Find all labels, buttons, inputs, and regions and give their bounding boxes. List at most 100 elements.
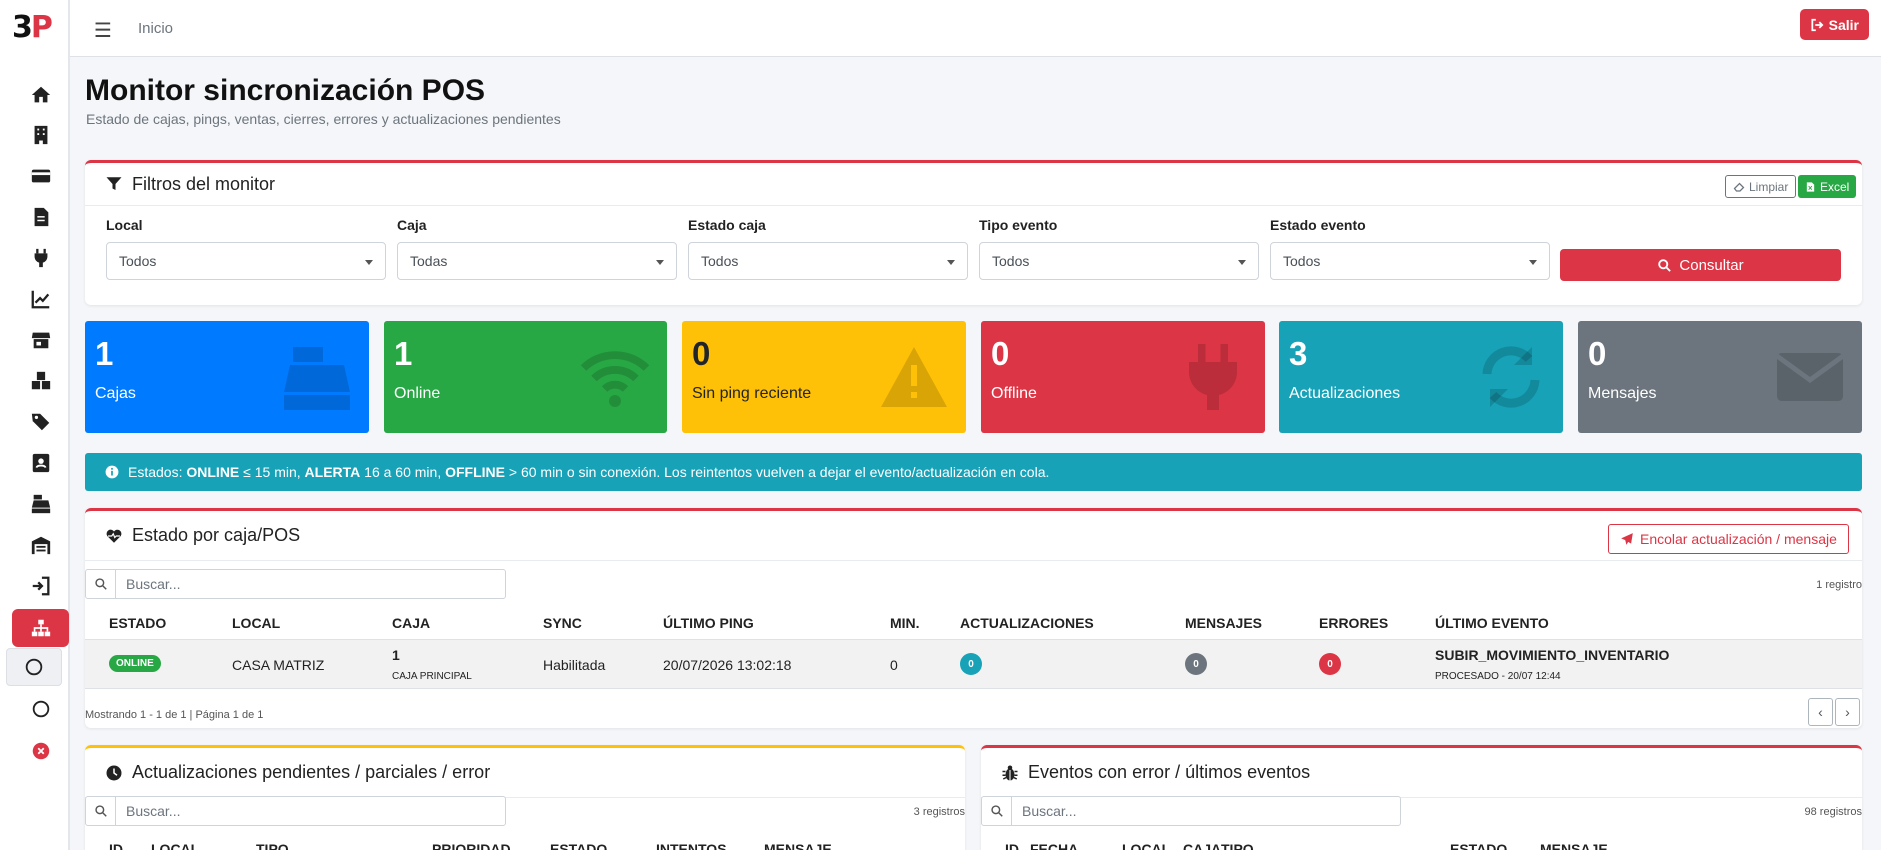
status-search-input[interactable]: Buscar... bbox=[85, 569, 506, 599]
consultar-button[interactable]: Consultar bbox=[1560, 249, 1841, 281]
column-header[interactable]: LOCAL bbox=[151, 841, 200, 850]
column-header[interactable]: ID bbox=[109, 841, 123, 850]
column-header[interactable]: CAJA bbox=[1183, 841, 1222, 850]
column-header[interactable]: PRIORIDAD bbox=[432, 841, 511, 850]
store-icon[interactable] bbox=[26, 325, 56, 355]
enqueue-button[interactable]: Encolar actualización / mensaje bbox=[1608, 524, 1849, 554]
cell-last-event-detail: PROCESADO - 20/07 12:44 bbox=[1435, 671, 1561, 682]
credit-card-icon[interactable] bbox=[26, 161, 56, 191]
search-icon bbox=[1658, 258, 1672, 272]
column-header[interactable]: MENSAJES bbox=[1185, 615, 1263, 631]
stat-value: 1 bbox=[394, 335, 413, 372]
stat-label: Cajas bbox=[95, 385, 136, 402]
filter-estado-caja-label: Estado caja bbox=[688, 217, 766, 233]
pagination-info: Mostrando 1 - 1 de 1 | Página 1 de 1 bbox=[85, 709, 264, 721]
line-chart-icon[interactable] bbox=[26, 284, 56, 314]
column-header[interactable]: TIPO bbox=[256, 841, 289, 850]
chevron-down-icon bbox=[656, 260, 664, 265]
wifi-icon bbox=[580, 351, 650, 407]
events-search-input[interactable]: Buscar... bbox=[981, 796, 1401, 826]
circle-outline-icon[interactable] bbox=[26, 694, 56, 724]
column-header[interactable]: INTENTOS bbox=[656, 841, 727, 850]
sign-in-icon[interactable] bbox=[26, 571, 56, 601]
column-header[interactable]: TIPO bbox=[1221, 841, 1254, 850]
prev-page-button[interactable]: ‹ bbox=[1808, 698, 1833, 726]
filter-local-label: Local bbox=[106, 217, 143, 233]
tipo-evento-select[interactable]: Todos bbox=[979, 242, 1259, 280]
bug-icon bbox=[1002, 765, 1018, 780]
column-header[interactable]: CAJA bbox=[392, 615, 431, 631]
excel-file-icon bbox=[1806, 181, 1815, 192]
caja-select[interactable]: Todas bbox=[397, 242, 677, 280]
document-icon[interactable] bbox=[26, 202, 56, 232]
chevron-down-icon bbox=[947, 260, 955, 265]
breadcrumb[interactable]: Inicio bbox=[138, 20, 174, 37]
next-page-button[interactable]: › bbox=[1835, 698, 1860, 726]
events-record-count: 98 registros bbox=[1804, 806, 1862, 818]
events-panel: Eventos con error / últimos eventos Busc… bbox=[981, 745, 1862, 850]
table-row[interactable]: ONLINE CASA MATRIZ 1 CAJA PRINCIPAL Habi… bbox=[85, 639, 1862, 689]
filter-icon bbox=[106, 177, 122, 190]
column-header[interactable]: ESTADO bbox=[550, 841, 608, 850]
column-header[interactable]: LOCAL bbox=[232, 615, 281, 631]
updates-panel: Actualizaciones pendientes / parciales /… bbox=[85, 745, 965, 850]
estado-evento-select[interactable]: Todos bbox=[1270, 242, 1550, 280]
stat-value: 1 bbox=[95, 335, 114, 372]
plug-icon[interactable] bbox=[26, 243, 56, 273]
column-header[interactable]: ESTADO bbox=[1450, 841, 1508, 850]
stat-online: 1 Online bbox=[384, 321, 667, 433]
home-icon[interactable] bbox=[26, 80, 56, 110]
column-header[interactable]: MIN. bbox=[890, 615, 920, 631]
status-record-count: 1 registro bbox=[1816, 579, 1862, 591]
column-header[interactable]: MENSAJE bbox=[764, 841, 832, 850]
status-legend-text: Estados: ONLINE ≤ 15 min, ALERTA 16 a 60… bbox=[128, 464, 1050, 480]
building-icon[interactable] bbox=[26, 120, 56, 150]
column-header[interactable]: ÚLTIMO PING bbox=[663, 615, 754, 631]
clear-button[interactable]: Limpiar bbox=[1725, 175, 1797, 198]
stat-label: Sin ping reciente bbox=[692, 385, 812, 402]
chevron-down-icon bbox=[1238, 260, 1246, 265]
cell-sync: Habilitada bbox=[543, 657, 606, 673]
column-header[interactable]: FECHA bbox=[1030, 841, 1079, 850]
app-logo[interactable]: 3P bbox=[12, 10, 53, 45]
warehouse-icon[interactable] bbox=[26, 530, 56, 560]
filters-header: Filtros del monitor bbox=[85, 163, 1862, 206]
updates-search-input[interactable]: Buscar... bbox=[85, 796, 506, 826]
events-panel-header: Eventos con error / últimos eventos bbox=[981, 748, 1862, 798]
local-select[interactable]: Todos bbox=[106, 242, 386, 280]
warning-icon bbox=[881, 347, 947, 407]
contact-card-icon[interactable] bbox=[26, 448, 56, 478]
logout-button[interactable]: Salir bbox=[1799, 9, 1869, 40]
filters-card: Filtros del monitor Limpiar Excel bbox=[85, 160, 1862, 305]
stat-offline: 0 Offline bbox=[981, 321, 1265, 433]
column-header[interactable]: SYNC bbox=[543, 615, 582, 631]
chevron-down-icon bbox=[365, 260, 373, 265]
circle-icon[interactable] bbox=[6, 648, 62, 686]
column-header[interactable]: ERRORES bbox=[1319, 615, 1389, 631]
tags-icon[interactable] bbox=[26, 407, 56, 437]
info-icon bbox=[105, 465, 119, 479]
stat-value: 3 bbox=[1289, 335, 1308, 372]
filter-estado-evento-label: Estado evento bbox=[1270, 217, 1366, 233]
menu-icon[interactable]: ☰ bbox=[94, 20, 112, 42]
column-header[interactable]: LOCAL bbox=[1122, 841, 1171, 850]
column-header[interactable]: ID bbox=[1005, 841, 1019, 850]
boxes-icon[interactable] bbox=[26, 366, 56, 396]
estado-caja-select[interactable]: Todos bbox=[688, 242, 968, 280]
updates-record-count: 3 registros bbox=[913, 806, 965, 818]
column-header[interactable]: MENSAJE bbox=[1540, 841, 1608, 850]
excel-button[interactable]: Excel bbox=[1798, 175, 1857, 198]
cash-register-icon[interactable] bbox=[26, 489, 56, 519]
column-header[interactable]: ACTUALIZACIONES bbox=[960, 615, 1094, 631]
column-header[interactable]: ESTADO bbox=[109, 615, 167, 631]
search-icon bbox=[982, 797, 1012, 825]
close-circle-icon[interactable] bbox=[26, 736, 56, 766]
updates-panel-header: Actualizaciones pendientes / parciales /… bbox=[85, 748, 965, 798]
stat-mensajes: 0 Mensajes bbox=[1578, 321, 1862, 433]
column-header[interactable]: ÚLTIMO EVENTO bbox=[1435, 615, 1549, 631]
stat-label: Mensajes bbox=[1588, 385, 1657, 402]
status-legend-alert: Estados: ONLINE ≤ 15 min, ALERTA 16 a 60… bbox=[85, 453, 1862, 491]
network-sync-icon[interactable] bbox=[12, 609, 69, 647]
cell-caja-number: 1 bbox=[392, 647, 400, 663]
cell-minutes: 0 bbox=[890, 657, 898, 673]
